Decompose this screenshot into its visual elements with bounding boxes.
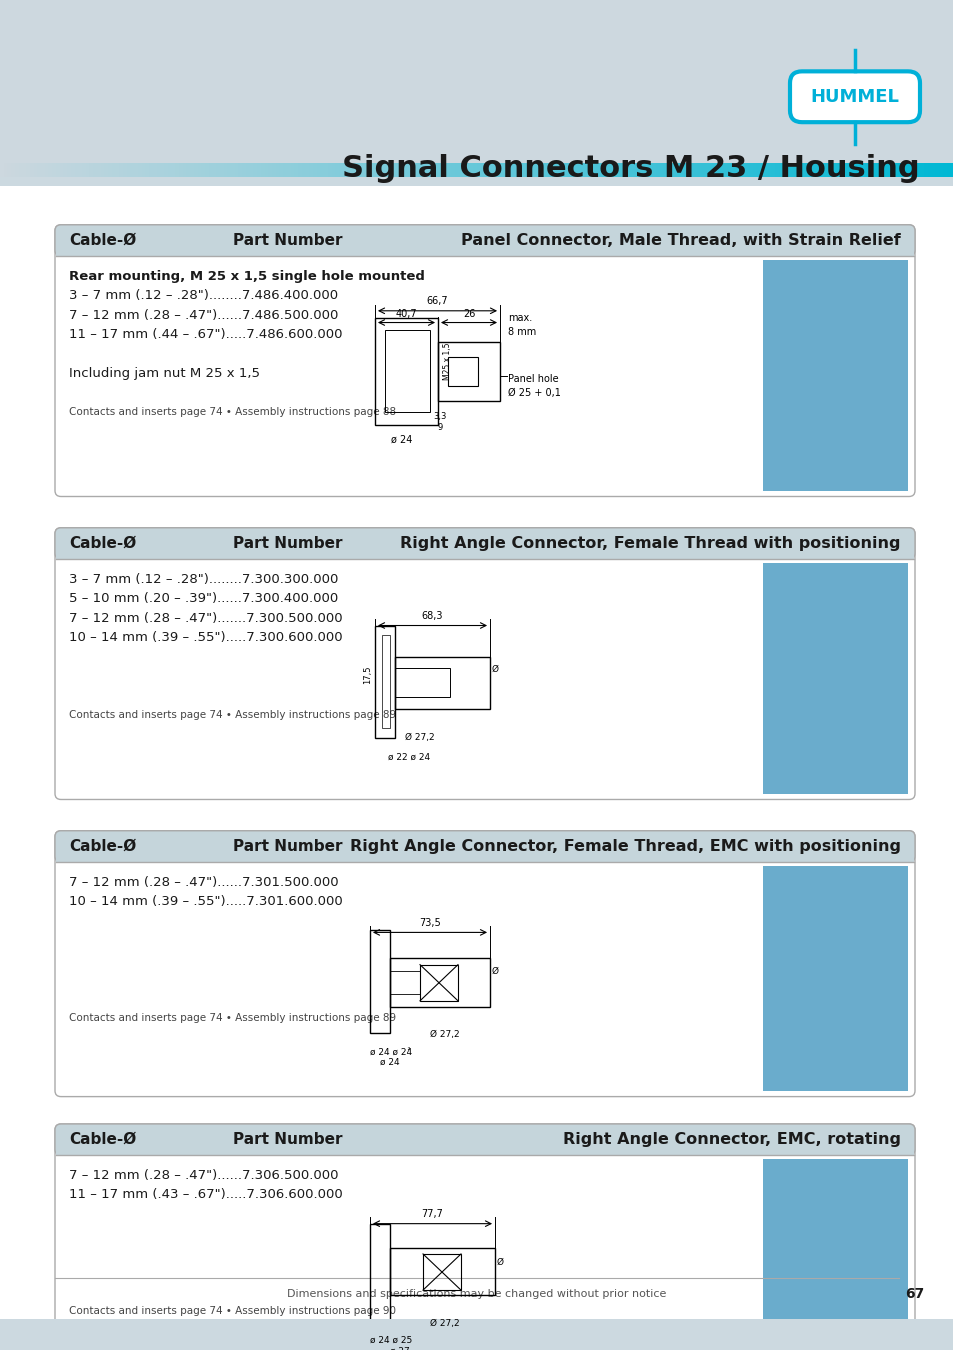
Text: Right Angle Connector, Female Thread with positioning: Right Angle Connector, Female Thread wit… — [400, 536, 900, 551]
Text: Right Angle Connector, Female Thread, EMC with positioning: Right Angle Connector, Female Thread, EM… — [350, 838, 900, 855]
Text: Panel Connector, Male Thread, with Strain Relief: Panel Connector, Male Thread, with Strai… — [460, 234, 900, 248]
Bar — [56, 240, 913, 256]
Text: 17,5: 17,5 — [363, 666, 372, 683]
Bar — [395, 667, 450, 697]
Bar — [56, 846, 913, 863]
Bar — [762, 563, 907, 794]
FancyBboxPatch shape — [55, 225, 914, 256]
Text: 68,3: 68,3 — [421, 610, 442, 621]
Text: 7 – 12 mm (.28 – .47")......7.301.500.000: 7 – 12 mm (.28 – .47")......7.301.500.00… — [69, 876, 338, 888]
Bar — [390, 971, 419, 994]
Text: Ø 27,2: Ø 27,2 — [405, 733, 435, 743]
Text: 26: 26 — [462, 309, 475, 319]
Text: 8 mm: 8 mm — [507, 327, 536, 338]
Bar — [0, 0, 953, 171]
Text: 73,5: 73,5 — [418, 918, 440, 927]
FancyBboxPatch shape — [789, 72, 919, 122]
Text: 7 – 12 mm (.28 – .47")......7.486.500.000: 7 – 12 mm (.28 – .47")......7.486.500.00… — [69, 309, 338, 321]
FancyBboxPatch shape — [55, 225, 914, 497]
FancyBboxPatch shape — [55, 1125, 914, 1156]
Bar — [762, 865, 907, 1091]
Text: M25 x 1,5: M25 x 1,5 — [443, 343, 452, 381]
FancyBboxPatch shape — [55, 830, 914, 863]
Text: 67: 67 — [904, 1287, 923, 1301]
Text: ø 24 ø 25: ø 24 ø 25 — [370, 1336, 412, 1345]
Text: Cable-Ø: Cable-Ø — [69, 838, 136, 855]
Text: 40,7: 40,7 — [395, 309, 416, 319]
Bar — [375, 625, 395, 738]
Text: 10 – 14 mm (.39 – .55").....7.300.600.000: 10 – 14 mm (.39 – .55").....7.300.600.00… — [69, 632, 342, 644]
FancyBboxPatch shape — [55, 1125, 914, 1350]
Text: Cable-Ø: Cable-Ø — [69, 234, 136, 248]
Bar — [56, 544, 913, 559]
Text: Signal Connectors M 23 / Housing: Signal Connectors M 23 / Housing — [342, 154, 919, 184]
Text: 7 – 12 mm (.28 – .47").......7.300.500.000: 7 – 12 mm (.28 – .47").......7.300.500.0… — [69, 612, 342, 625]
Bar — [375, 317, 437, 425]
Text: Contacts and inserts page 74 • Assembly instructions page 90: Contacts and inserts page 74 • Assembly … — [69, 1305, 395, 1316]
Bar — [370, 930, 390, 1033]
Bar — [762, 1160, 907, 1350]
Text: ø 24: ø 24 — [391, 435, 413, 446]
Text: ²: ² — [385, 1048, 410, 1054]
Text: Part Number: Part Number — [233, 536, 342, 551]
Text: Ø 27,2: Ø 27,2 — [430, 1319, 459, 1328]
Bar — [390, 957, 490, 1007]
Text: Dimensions and specifications may be changed without prior notice: Dimensions and specifications may be cha… — [287, 1289, 666, 1299]
Text: 11 – 17 mm (.43 – .67").....7.306.600.000: 11 – 17 mm (.43 – .67").....7.306.600.00… — [69, 1188, 342, 1202]
Bar — [437, 342, 499, 401]
Bar — [381, 636, 390, 728]
Text: Rear mounting, M 25 x 1,5 single hole mounted: Rear mounting, M 25 x 1,5 single hole mo… — [69, 270, 424, 282]
Text: Contacts and inserts page 74 • Assembly instructions page 89: Contacts and inserts page 74 • Assembly … — [69, 1012, 395, 1022]
Text: Part Number: Part Number — [233, 1133, 342, 1147]
Text: Contacts and inserts page 74 • Assembly instructions page 89: Contacts and inserts page 74 • Assembly … — [69, 710, 395, 720]
Text: 7 – 12 mm (.28 – .47")......7.306.500.000: 7 – 12 mm (.28 – .47")......7.306.500.00… — [69, 1169, 338, 1183]
Bar — [56, 1139, 913, 1156]
Text: 5 – 10 mm (.20 – .39")......7.300.400.000: 5 – 10 mm (.20 – .39")......7.300.400.00… — [69, 593, 338, 605]
Text: Ø: Ø — [492, 666, 498, 674]
Text: 10 – 14 mm (.39 – .55").....7.301.600.000: 10 – 14 mm (.39 – .55").....7.301.600.00… — [69, 895, 342, 909]
Text: Right Angle Connector, EMC, rotating: Right Angle Connector, EMC, rotating — [562, 1133, 900, 1147]
FancyBboxPatch shape — [55, 830, 914, 1096]
Bar — [419, 965, 457, 1000]
Text: Ø 27,2: Ø 27,2 — [430, 1030, 459, 1040]
Text: HUMMEL: HUMMEL — [810, 88, 899, 105]
Text: Part Number: Part Number — [233, 234, 342, 248]
Text: 3,3
9: 3,3 9 — [433, 413, 446, 432]
Text: ø 24 ø 24: ø 24 ø 24 — [370, 1048, 412, 1057]
Text: 11 – 17 mm (.44 – .67").....7.486.600.000: 11 – 17 mm (.44 – .67").....7.486.600.00… — [69, 328, 342, 342]
Text: ø 27: ø 27 — [390, 1347, 410, 1350]
Text: Ø: Ø — [492, 967, 498, 976]
Bar — [390, 1249, 495, 1295]
Bar — [448, 356, 477, 386]
Text: Part Number: Part Number — [233, 838, 342, 855]
Text: Panel hole: Panel hole — [507, 374, 558, 385]
Text: max.: max. — [507, 313, 532, 323]
Bar — [395, 657, 490, 709]
Text: Ø 25 + 0,1: Ø 25 + 0,1 — [507, 387, 560, 398]
Bar — [422, 1254, 460, 1291]
Text: Contacts and inserts page 74 • Assembly instructions page 88: Contacts and inserts page 74 • Assembly … — [69, 406, 395, 417]
Text: 3 – 7 mm (.12 – .28")........7.486.400.000: 3 – 7 mm (.12 – .28")........7.486.400.0… — [69, 289, 337, 302]
Text: ø 22 ø 24: ø 22 ø 24 — [388, 752, 430, 761]
FancyBboxPatch shape — [55, 528, 914, 559]
Bar — [0, 186, 953, 1319]
Text: 3 – 7 mm (.12 – .28")........7.300.300.000: 3 – 7 mm (.12 – .28")........7.300.300.0… — [69, 572, 338, 586]
Text: ø 24: ø 24 — [379, 1057, 399, 1066]
Text: Ø: Ø — [497, 1258, 503, 1268]
Text: Including jam nut M 25 x 1,5: Including jam nut M 25 x 1,5 — [69, 367, 260, 381]
Bar — [385, 331, 430, 413]
Text: 77,7: 77,7 — [420, 1208, 442, 1219]
Text: Cable-Ø: Cable-Ø — [69, 536, 136, 551]
Bar — [370, 1223, 390, 1322]
FancyBboxPatch shape — [55, 528, 914, 799]
Bar — [762, 261, 907, 490]
Text: 66,7: 66,7 — [426, 296, 447, 306]
Text: Cable-Ø: Cable-Ø — [69, 1133, 136, 1147]
